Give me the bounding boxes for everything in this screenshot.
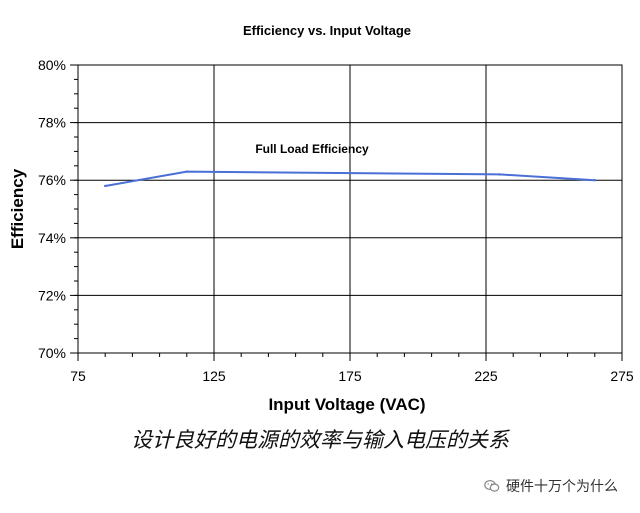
chart-title: Efficiency vs. Input Voltage xyxy=(243,23,411,38)
watermark-text: 硬件十万个为什么 xyxy=(506,479,618,495)
x-tick-label: 225 xyxy=(474,368,498,384)
data-point xyxy=(593,179,596,182)
data-point xyxy=(104,184,107,188)
wechat-icon xyxy=(484,479,500,492)
y-tick-label: 76% xyxy=(38,172,66,188)
figure-caption: 设计良好的电源的效率与输入电压的关系 xyxy=(131,428,509,452)
x-tick-label: 75 xyxy=(70,368,86,384)
y-tick-label: 74% xyxy=(38,230,66,246)
data-point xyxy=(498,173,501,176)
y-tick-label: 72% xyxy=(38,287,66,303)
series-annotation: Full Load Efficiency xyxy=(255,142,369,156)
x-tick-label: 125 xyxy=(202,368,226,384)
y-axis-label: Efficiency xyxy=(8,168,27,249)
series-line xyxy=(105,170,595,187)
data-point xyxy=(185,170,188,173)
y-tick-label: 70% xyxy=(38,345,66,361)
y-tick-label: 80% xyxy=(38,57,66,73)
chart-svg: Efficiency vs. Input Voltage 75 125 175 225 2… xyxy=(8,23,634,414)
x-tick-label: 175 xyxy=(338,368,362,384)
x-axis-label: Input Voltage (VAC) xyxy=(268,395,425,414)
watermark: 硬件十万个为什么 xyxy=(484,476,618,496)
y-tick-label: 78% xyxy=(38,115,66,131)
x-tick-label: 275 xyxy=(610,368,634,384)
chart: Efficiency vs. Input Voltage 75 125 175 225 2… xyxy=(8,23,634,414)
